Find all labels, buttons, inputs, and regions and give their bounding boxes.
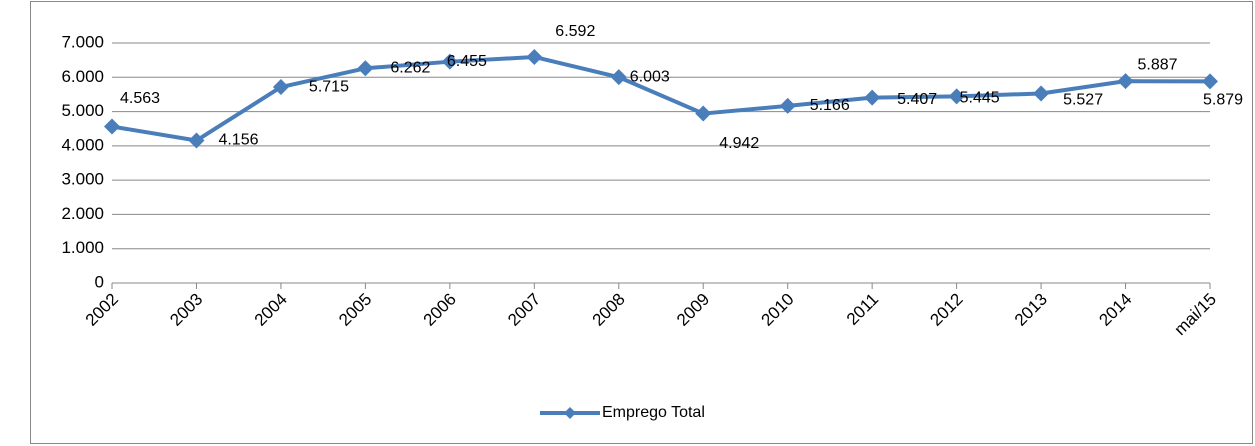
point-marker — [779, 97, 796, 114]
point-marker — [864, 89, 881, 106]
point-marker — [610, 69, 627, 86]
chart-border — [30, 1, 1253, 444]
y-tick-label: 2.000 — [61, 204, 104, 223]
point-marker — [357, 60, 374, 77]
y-tick-label: 0 — [95, 272, 104, 291]
data-label: 4.156 — [218, 132, 258, 149]
data-label: 5.527 — [1063, 92, 1103, 109]
point-marker — [1117, 73, 1134, 90]
data-label: 6.592 — [555, 23, 595, 40]
y-tick-label: 7.000 — [61, 32, 104, 51]
point-marker — [104, 118, 120, 135]
point-marker — [948, 88, 965, 105]
point-marker — [441, 53, 458, 70]
series-line — [111, 54, 1211, 143]
y-tick-label: 5.000 — [61, 101, 104, 120]
point-marker — [695, 105, 712, 122]
data-label: 4.563 — [120, 90, 160, 107]
y-tick-label: 1.000 — [61, 238, 104, 257]
data-label: 5.445 — [960, 90, 1000, 107]
data-label: 4.942 — [719, 135, 759, 152]
y-tick-label: 6.000 — [61, 67, 104, 86]
y-tick-label: 4.000 — [61, 135, 104, 154]
data-label: 5.887 — [1138, 56, 1178, 73]
point-marker — [272, 79, 289, 96]
data-label: 6.003 — [630, 68, 670, 85]
data-label: 6.455 — [447, 53, 487, 70]
point-marker — [526, 48, 543, 65]
point-marker — [188, 132, 205, 149]
y-tick-label: 3.000 — [61, 170, 104, 189]
data-label: 5.166 — [810, 97, 850, 114]
data-label: 6.262 — [390, 60, 430, 77]
data-label: 5.879 — [1203, 92, 1243, 109]
legend-marker — [564, 407, 576, 419]
legend-label: Emprego Total — [602, 404, 705, 421]
point-marker — [1202, 73, 1218, 90]
point-marker — [1033, 85, 1050, 102]
data-label: 5.407 — [897, 91, 937, 108]
data-label: 5.715 — [309, 78, 349, 95]
